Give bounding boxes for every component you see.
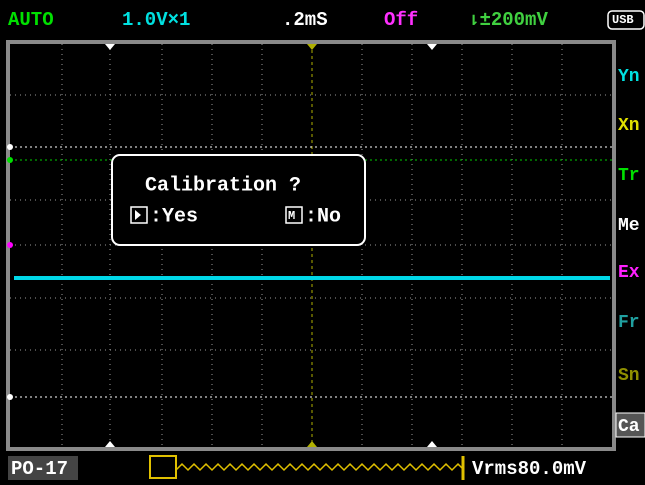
mode[interactable]: AUTO bbox=[8, 9, 54, 31]
play-glyph bbox=[135, 210, 141, 220]
timebase[interactable]: .2mS bbox=[282, 9, 328, 31]
usb-label: USB bbox=[612, 13, 634, 27]
menu-item[interactable]: Ex bbox=[618, 263, 640, 283]
menu-icon bbox=[285, 206, 303, 224]
menu-glyph: M bbox=[288, 209, 295, 223]
menu-item[interactable]: Ca bbox=[618, 417, 640, 437]
trigger[interactable]: ⇂±200mV bbox=[468, 9, 548, 31]
measurement[interactable]: Vrms80.0mV bbox=[472, 458, 587, 480]
file-label[interactable]: PO-17 bbox=[11, 458, 68, 480]
menu-item[interactable]: Xn bbox=[618, 116, 640, 136]
menu-item[interactable]: Sn bbox=[618, 366, 640, 386]
volts-per-div[interactable]: 1.0V×1 bbox=[122, 9, 190, 31]
screen-frame bbox=[6, 40, 616, 451]
menu-item[interactable]: Tr bbox=[618, 166, 640, 186]
menu-item[interactable]: Fr bbox=[618, 313, 640, 333]
wave-overview bbox=[175, 462, 463, 472]
menu-item[interactable]: Yn bbox=[618, 67, 640, 87]
dialog-no[interactable]: :No bbox=[305, 205, 341, 228]
scroll-window bbox=[149, 455, 177, 479]
offset[interactable]: Off bbox=[384, 9, 418, 31]
usb-icon bbox=[607, 10, 645, 30]
dialog bbox=[111, 154, 366, 246]
menu-item[interactable]: Me bbox=[618, 216, 640, 236]
menu-highlight bbox=[615, 412, 645, 438]
dialog-yes[interactable]: :Yes bbox=[150, 205, 198, 228]
dialog-title: Calibration ? bbox=[145, 174, 301, 197]
play-icon bbox=[130, 206, 148, 224]
file-box bbox=[8, 456, 78, 480]
